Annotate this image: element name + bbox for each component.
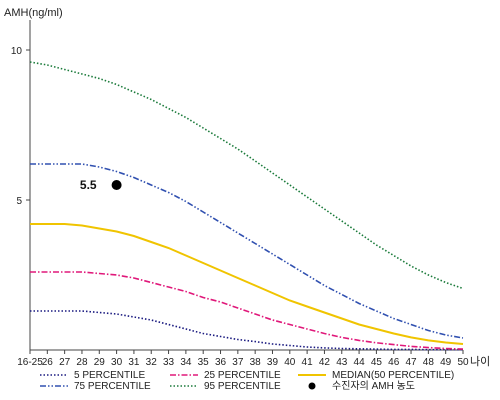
x-tick-label: 30 [111, 357, 123, 368]
series-line-25-percentile [30, 271, 464, 350]
x-tick-label: 43 [336, 357, 348, 368]
x-axis-title: 나이 [470, 355, 490, 368]
patient-point-label: 5.5 [80, 178, 97, 192]
x-tick-label: 33 [163, 357, 175, 368]
series-line-5-percentile [30, 310, 463, 351]
x-tick-label: 38 [250, 357, 262, 368]
x-tick-label: 16-25 [17, 357, 43, 368]
x-tick-label: 34 [180, 357, 192, 368]
x-tick-label: 49 [440, 357, 452, 368]
series-line-95-percentile [29, 61, 464, 290]
x-tick-label: 28 [76, 357, 88, 368]
x-tick-label: 35 [198, 357, 210, 368]
series-line-75-percentile [30, 163, 464, 339]
x-tick-label: 47 [405, 357, 417, 368]
legend-label: 95 PERCENTILE [204, 381, 281, 392]
x-tick-label: 44 [354, 357, 366, 368]
y-axis-title: AMH(ng/ml) [4, 7, 63, 19]
x-tick-label: 37 [232, 357, 244, 368]
y-tick-label: 10 [11, 46, 23, 57]
x-tick-label: 50 [457, 357, 469, 368]
x-tick-label: 29 [94, 357, 106, 368]
patient-point [111, 180, 122, 190]
x-tick-label: 26 [42, 357, 54, 368]
x-tick-label: 32 [146, 357, 158, 368]
x-tick-label: 36 [215, 357, 227, 368]
x-tick-label: 39 [267, 357, 279, 368]
legend: 5 PERCENTILE 25 PERCENTILE MEDIAN(50 PERCE… [40, 370, 454, 392]
legend-swatch [308, 382, 316, 390]
legend-label: 25 PERCENTILE [204, 370, 281, 381]
legend-label: MEDIAN(50 PERCENTILE) [332, 370, 454, 381]
x-tick-label: 46 [388, 357, 400, 368]
x-tick-label: 31 [128, 357, 140, 368]
x-tick-label: 41 [302, 357, 314, 368]
x-tick-label: 40 [284, 357, 296, 368]
y-axis: 5 10 [11, 20, 31, 350]
x-tick-label: 42 [319, 357, 331, 368]
y-tick-label: 5 [16, 196, 22, 207]
series-line-median-50-percentile [30, 223, 464, 345]
legend-label: 5 PERCENTILE [74, 370, 145, 381]
legend-label: 수진자의 AMH 농도 [332, 380, 415, 392]
x-tick-label: 27 [59, 357, 71, 368]
patient-marker: 5.5 [80, 178, 122, 192]
x-tick-label: 45 [371, 357, 383, 368]
series-lines [29, 61, 464, 351]
legend-label: 75 PERCENTILE [74, 381, 151, 392]
x-tick-label: 48 [423, 357, 435, 368]
